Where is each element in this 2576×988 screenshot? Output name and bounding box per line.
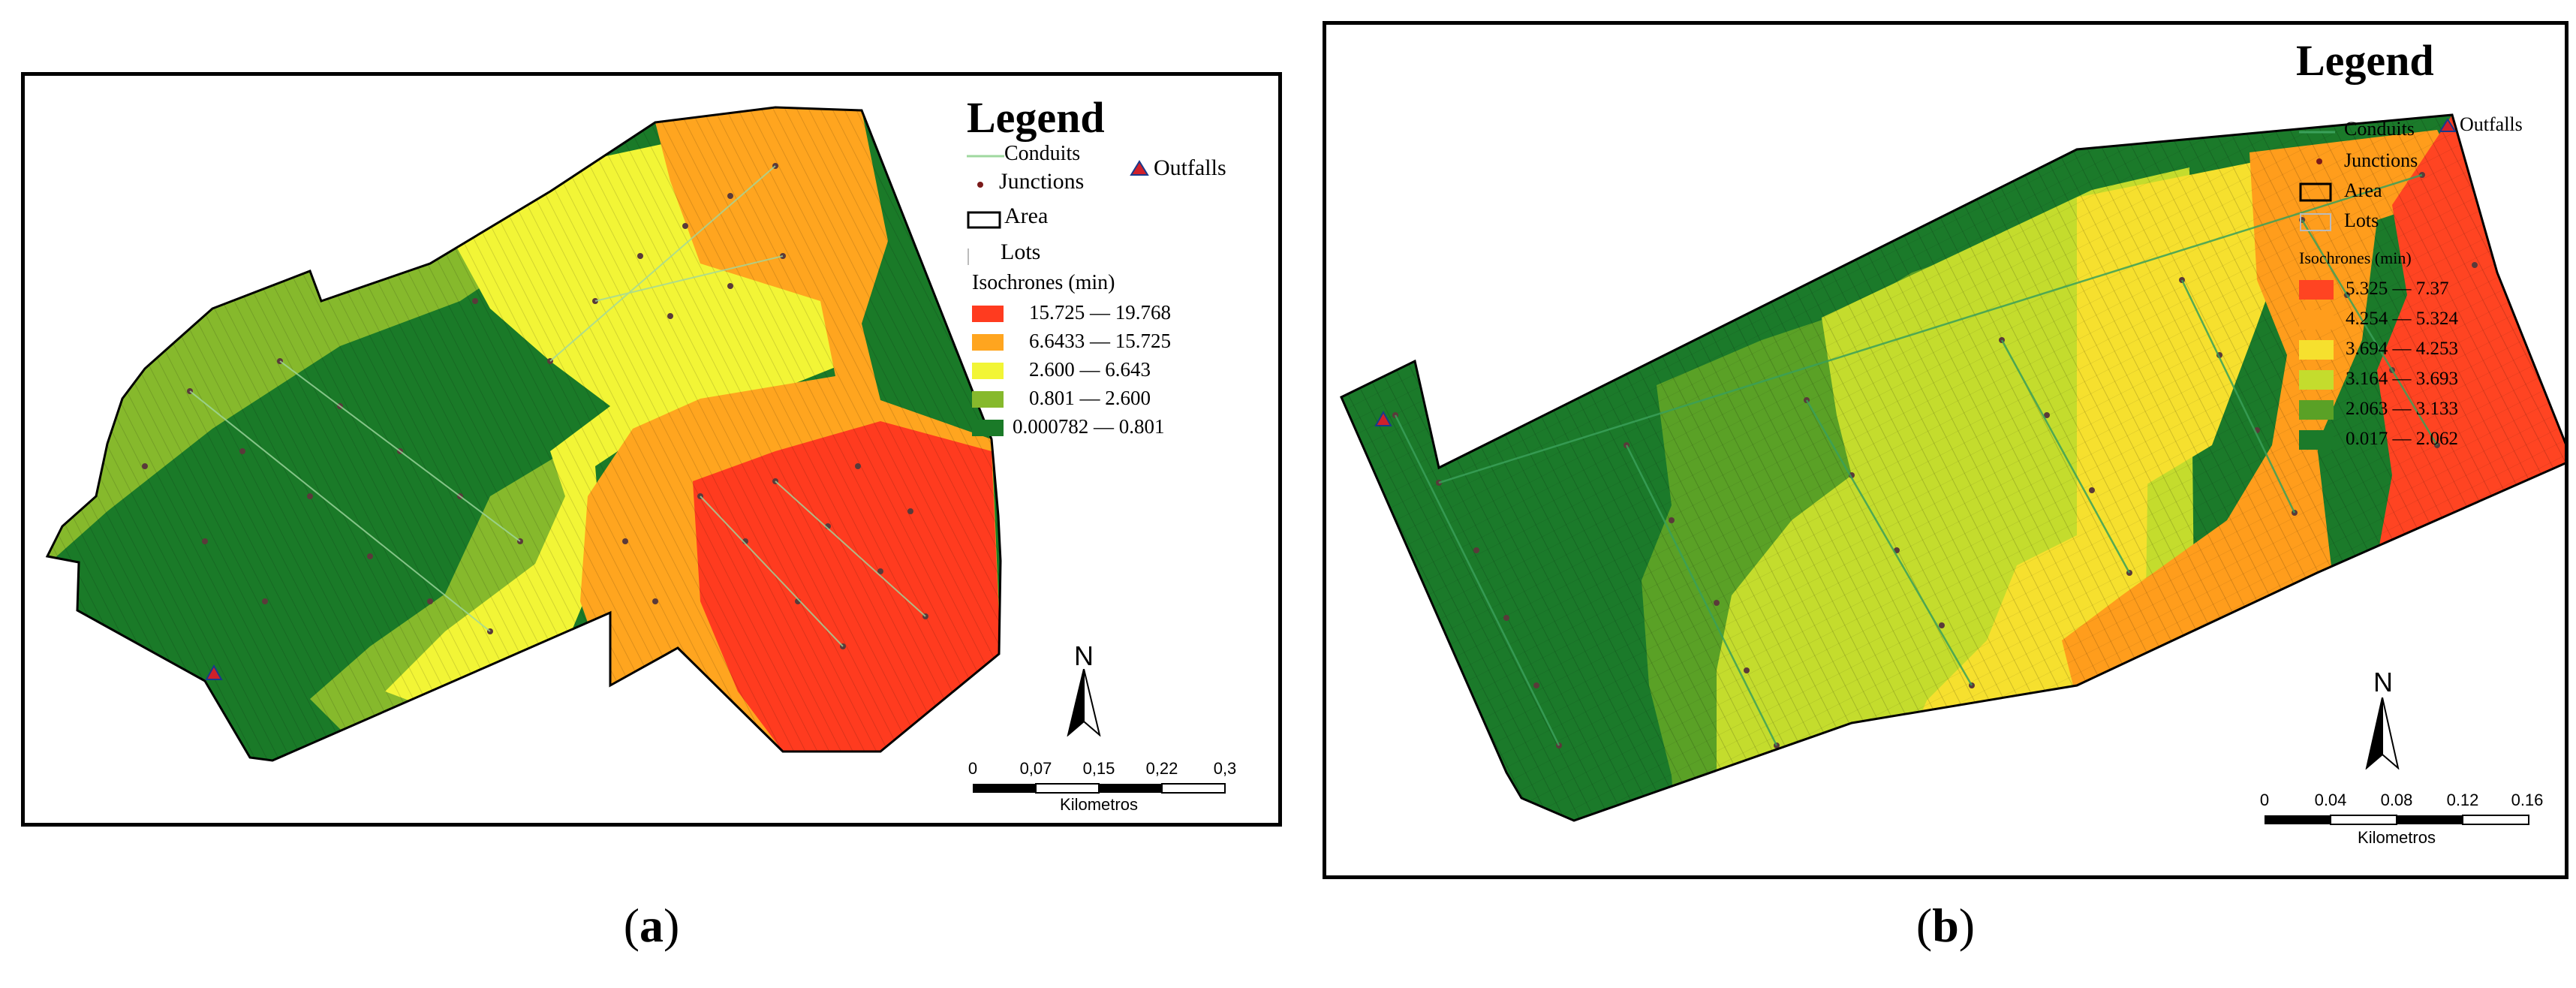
class-label-3: 2.600 — 6.643 [1029,358,1151,381]
junctions-icon [2316,158,2322,164]
legend-area-label: Area [2344,179,2382,201]
caption-a-letter: a [639,899,664,952]
study-area-outline [1340,113,2565,822]
class-swatch-1 [972,306,1004,322]
class-label-1: 15.725 — 19.768 [1029,301,1171,324]
conduits-swatch [2299,131,2335,134]
legend-isochrones-title: Isochrones (min) [972,271,1115,294]
caption-a-close: ) [664,899,680,952]
junctions-icon [977,182,983,188]
scale-tick-2: 0.08 [2380,791,2413,809]
caption-b-close: ) [1958,899,1976,952]
scale-unit-label: Kilometros [2358,828,2436,847]
class-label-1: 5.325 — 7.37 [2346,279,2449,299]
conduits-swatch [967,155,1004,158]
map-panel-a: Legend Conduits Outfalls Junctions Area … [21,72,1282,827]
caption-b-letter: b [1932,899,1959,952]
caption-a-open: ( [623,899,639,952]
legend-isochrones-title: Isochrones (min) [2299,249,2412,267]
class-label-4: 3.164 — 3.693 [2346,369,2458,389]
class-swatch-3 [972,363,1004,379]
scale-unit-label: Kilometros [1060,795,1138,814]
study-area-outline [45,106,1002,762]
legend-title: Legend [967,93,1105,142]
area-swatch [2299,182,2332,202]
class-swatch-4 [972,391,1004,408]
class-swatch-2 [2299,310,2334,330]
legend-junctions-label: Junctions [2344,149,2418,171]
legend-outfalls-label: Outfalls [1154,155,1226,180]
class-swatch-6 [2299,430,2334,450]
scale-tick-4: 0,3 [1213,759,1237,778]
class-swatch-3 [2299,340,2334,360]
legend-conduits-label: Conduits [2344,118,2415,140]
lots-swatch [2300,213,2331,231]
outfalls-icon [2439,118,2457,132]
outfall-marker [1374,410,1392,426]
scale-tick-0: 0 [968,759,978,778]
north-arrow-icon [1067,669,1101,736]
scale-tick-0: 0 [2259,791,2270,809]
class-swatch-2 [972,334,1004,351]
legend-conduits-label: Conduits [1004,142,1081,165]
north-label-a: N [1074,640,1094,671]
isochrone-map-b [1340,113,2565,822]
map-panel-b: Legend Conduits Outfalls Junctions Area … [1323,21,2568,879]
class-label-2: 4.254 — 5.324 [2346,309,2458,329]
lots-swatch [968,249,969,265]
legend-lots-label: Lots [1001,239,1041,264]
caption-b: (b) [1916,898,1975,953]
legend-junctions-label: Junctions [999,169,1085,194]
outfalls-icon [1130,160,1149,176]
scale-tick-4: 0.16 [2511,791,2544,809]
caption-a: (a) [624,898,680,953]
scale-tick-3: 0,22 [1145,759,1178,778]
legend-title: Legend [2296,36,2434,85]
scale-tick-2: 0,15 [1082,759,1115,778]
legend-outfalls-label: Outfalls [2460,113,2523,135]
class-label-5: 0.000782 — 0.801 [1013,415,1165,438]
class-swatch-1 [2299,280,2334,300]
class-swatch-4 [2299,370,2334,390]
north-arrow-icon [2365,697,2400,770]
class-label-2: 6.6433 — 15.725 [1029,330,1171,352]
legend-area-label: Area [1004,203,1049,228]
legend-lots-label: Lots [2344,209,2379,231]
class-label-6: 0.017 — 2.062 [2346,429,2458,449]
area-swatch [967,211,1001,229]
scale-bar-a [973,783,1226,794]
outfall-marker [205,664,223,680]
scale-tick-1: 0.04 [2314,791,2347,809]
caption-b-open: ( [1915,899,1933,952]
class-swatch-5 [972,420,1004,436]
scale-bar-b [2265,815,2529,825]
class-label-5: 2.063 — 3.133 [2346,399,2458,419]
class-label-4: 0.801 — 2.600 [1029,387,1151,409]
class-swatch-5 [2299,400,2334,420]
scale-tick-1: 0,07 [1019,759,1052,778]
isochrone-map-a [45,106,1002,762]
scale-tick-3: 0.12 [2446,791,2479,809]
class-label-3: 3.694 — 4.253 [2346,339,2458,359]
north-label-b: N [2373,667,2393,697]
